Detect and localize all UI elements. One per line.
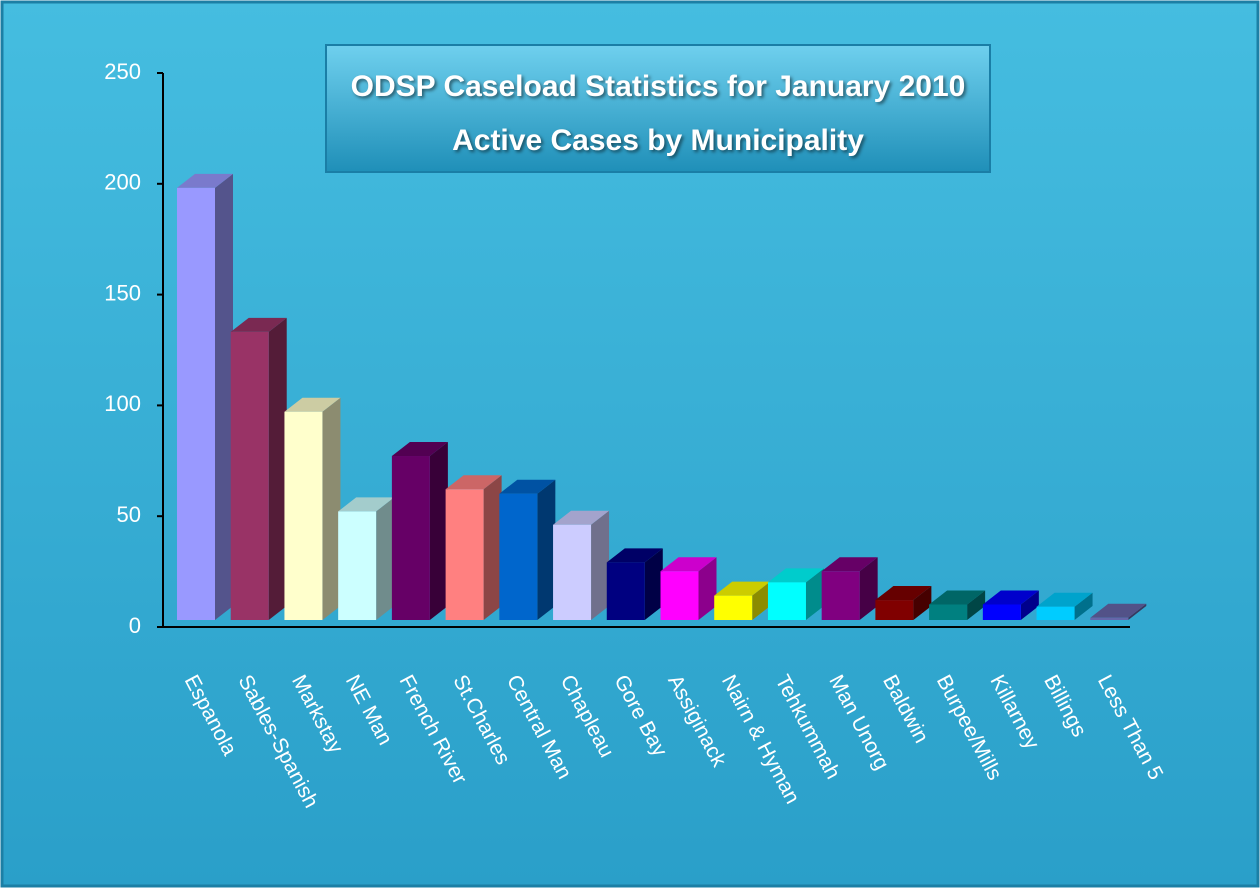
bar: [338, 511, 377, 620]
bar: [767, 582, 806, 620]
bar-side: [429, 442, 448, 620]
bar: [391, 456, 430, 620]
chart-subtitle: Active Cases by Municipality: [452, 124, 864, 157]
bar: [875, 600, 914, 620]
bar: [660, 571, 699, 620]
bar-side: [268, 317, 287, 620]
bar-side: [215, 173, 233, 620]
bar-side: [967, 590, 986, 620]
bar-side: [1074, 592, 1093, 620]
bar: [284, 411, 323, 620]
bar-top: [1090, 603, 1147, 618]
bar-top: [284, 397, 341, 412]
chart-title: ODSP Caseload Statistics for January 201…: [351, 70, 966, 103]
bar-top: [767, 568, 824, 583]
bar-top: [821, 557, 878, 572]
bar: [982, 604, 1021, 620]
bar-side: [805, 568, 824, 620]
bar-side: [644, 548, 663, 620]
y-tick-label: 0: [129, 613, 141, 638]
bar-side: [537, 479, 556, 620]
bar-top: [499, 479, 556, 494]
bar: [1036, 606, 1075, 620]
bar-top: [230, 317, 287, 332]
bar-side: [698, 557, 717, 620]
bar: [445, 489, 484, 620]
bar-top: [929, 590, 986, 605]
bar-side: [483, 475, 502, 620]
y-tick-label: 250: [104, 59, 141, 84]
y-tick-label: 200: [104, 170, 141, 195]
bar-top: [177, 173, 233, 188]
bar-side: [913, 586, 932, 620]
bar: [714, 595, 753, 620]
bar-side: [322, 397, 341, 620]
bar-top: [391, 442, 448, 457]
bar-top: [1036, 592, 1093, 607]
title-box: [325, 44, 991, 173]
bar-top: [445, 475, 502, 490]
bar-top: [606, 548, 663, 563]
bar-top: [338, 497, 395, 512]
bar: [1090, 617, 1129, 620]
bar-side: [1128, 603, 1147, 620]
bar-top: [714, 581, 771, 596]
bar: [499, 493, 538, 620]
y-tick-label: 150: [104, 280, 141, 305]
bar-top: [660, 557, 717, 572]
bar-top: [982, 590, 1039, 605]
bar: [821, 571, 860, 620]
bar-side: [591, 510, 610, 620]
bar-side: [752, 581, 771, 620]
bar: [553, 524, 592, 620]
bar-side: [859, 557, 878, 620]
bar-top: [553, 510, 610, 525]
bar: [606, 562, 645, 620]
bar-side: [376, 497, 395, 620]
y-tick-label: 100: [104, 391, 141, 416]
y-tick-label: 50: [117, 502, 141, 527]
bar-side: [1020, 590, 1039, 620]
bar: [177, 187, 215, 620]
bar: [929, 604, 968, 620]
bar: [230, 331, 269, 620]
bar-top: [875, 586, 932, 601]
